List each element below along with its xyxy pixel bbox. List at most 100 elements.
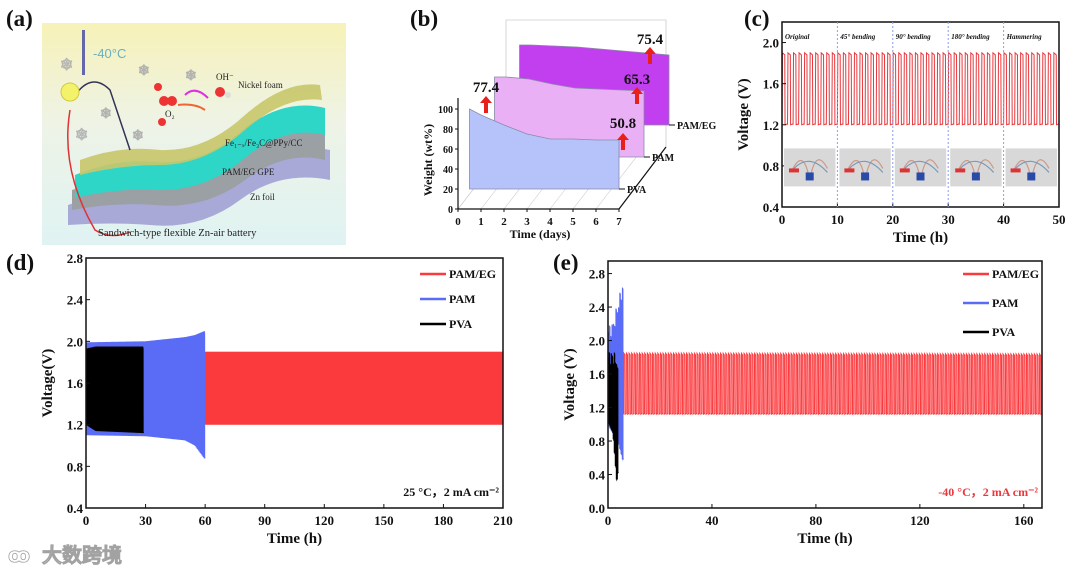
y-tick-label: 1.2: [589, 401, 605, 416]
o2-molecule: [159, 96, 169, 106]
y-tick-label: 2.4: [67, 293, 84, 308]
segment-label: Hammering: [1006, 33, 1043, 41]
x-tick-label: 20: [886, 212, 899, 227]
watermark-logo-icon: ꝏ: [8, 543, 30, 567]
red-clip-icon: [1010, 168, 1021, 173]
x-tick-label: 0: [83, 513, 90, 528]
x-axis-title: Time (h): [893, 230, 948, 246]
battery-icon: [861, 172, 870, 181]
wire-icon: [793, 160, 828, 173]
red-arrow-up-icon: [644, 47, 656, 64]
x-tick-label: 7: [616, 216, 622, 228]
reaction-arrow-icon: [184, 89, 209, 99]
y-tick-label: 1.2: [763, 118, 779, 133]
watermark-text: 大数跨境: [42, 543, 122, 567]
segment-label: 90° bending: [896, 33, 931, 41]
x-tick-label: 6: [593, 216, 599, 228]
plot-area: [782, 51, 1059, 126]
weight-loss-annotation: 65.3: [624, 72, 650, 88]
x-axis-title: Time (h): [267, 531, 322, 547]
x-tick-label: 30: [139, 513, 152, 528]
legend: PAM/EG PAM PVA: [963, 267, 1039, 339]
panel-label-b: (b): [410, 6, 438, 31]
legend-label: PVA: [449, 317, 472, 331]
photo-background: [894, 148, 947, 187]
chart-c-bending: 0 10 20 30 40 50 0.4 0.8 1.2 1.6 2.0 Time (h) Voltag…: [736, 21, 1066, 246]
photo-background: [839, 148, 891, 187]
y-tick-label: 1.6: [763, 77, 780, 92]
depth-axis-label: PAM: [652, 153, 675, 164]
y-axis-title: Voltage(V): [40, 349, 56, 418]
y-tick-label: 2.4: [589, 300, 606, 315]
series-line-pva: [608, 352, 619, 482]
snowflake-icon: ❄: [100, 106, 112, 122]
x-tick-label: 1: [478, 216, 484, 228]
red-arrow-up-icon: [617, 133, 629, 150]
battery-icon: [805, 172, 814, 181]
chart-b-weight: PAM/EG PAM PVA 0 1 2 3 4 5 6 7 0 20 40 60 80 100 Time (da…: [421, 19, 716, 241]
temperature-label: -40°C: [93, 46, 126, 61]
y-tick-label: 0.8: [589, 434, 606, 449]
y-tick-label: 1.6: [67, 376, 84, 391]
o2-molecule: [154, 83, 162, 91]
thermometer-icon: [82, 30, 85, 75]
legend-label: PAM: [992, 296, 1018, 310]
device-photo: [839, 148, 891, 187]
electrolyte-label: PAM/EG GPE: [222, 167, 275, 177]
x-tick-label: 210: [493, 513, 513, 528]
red-arrow-up-icon: [480, 96, 492, 113]
y-tick-label: 0.4: [589, 468, 606, 483]
depth-axis: [618, 146, 667, 210]
y-tick-label: 1.6: [589, 367, 606, 382]
legend-label: PAM: [449, 292, 475, 306]
x-tick-label: 4: [547, 216, 553, 228]
x-axis-title: Time (h): [797, 531, 852, 547]
snowflake-icon: ❄: [75, 125, 88, 144]
chart-e-low-temp: 0 40 80 120 160 0.0 0.4 0.8 1.2 1.6 2.0 2.4 2.8 Time …: [562, 260, 1043, 547]
photo-background: [784, 148, 836, 187]
legend: PAM/EG PAM PVA: [420, 267, 496, 331]
depth-axis-label: PAM/EG: [677, 121, 716, 132]
oh-molecule: [215, 87, 225, 97]
y-axis-title: Voltage (V): [562, 348, 578, 420]
cathode-label: Fe₁₋ₓ/Fe₃C@PPy/CC: [225, 138, 302, 148]
x-tick-label: 40: [997, 212, 1010, 227]
x-tick-label: 40: [705, 513, 718, 528]
x-tick-label: 120: [315, 513, 335, 528]
x-tick-label: 0: [779, 212, 786, 227]
y-tick-label: 2.0: [589, 334, 605, 349]
device-photo: [950, 148, 1002, 187]
battery-icon: [971, 172, 980, 181]
gpe-layer: [72, 130, 325, 210]
y-tick-label: 40: [443, 165, 453, 176]
red-clip-icon: [899, 168, 910, 173]
series-line-pam-eg: [204, 351, 503, 425]
y-tick-label: 60: [443, 145, 453, 156]
x-tick-label: 90: [258, 513, 271, 528]
cathode-layer: [75, 105, 325, 198]
oh-label: OH⁻: [216, 72, 234, 82]
oh-molecule: [225, 92, 231, 98]
legend-label: PAM/EG: [449, 267, 496, 281]
y-tick-label: 2.0: [763, 36, 779, 51]
condition-annotation: 25 °C，2 mA cm⁻²: [403, 485, 499, 499]
weight-loss-annotation: 75.4: [637, 32, 664, 48]
y-tick-label: 0: [448, 205, 453, 216]
light-bulb-icon: [60, 82, 80, 102]
x-tick-label: 160: [1014, 513, 1034, 528]
device-photo: [894, 148, 947, 187]
wire-icon: [959, 160, 995, 173]
battery-illustration: ❄ ❄ ❄ ❄ ❄ ❄ -40°C OH⁻ Nickel foam O₂ Fe₁…: [42, 23, 346, 245]
x-tick-label: 10: [831, 212, 844, 227]
y-tick-label: 2.8: [67, 251, 84, 266]
panel-label-e: (e): [553, 250, 579, 275]
panel-label-d: (d): [6, 250, 34, 275]
x-axis-title: Time (days): [510, 227, 571, 241]
weight-loss-annotation: 50.8: [610, 116, 636, 132]
reaction-arrow-icon: [177, 103, 206, 111]
watermark: ꝏ 大数跨境: [8, 543, 123, 568]
illustration-caption: Sandwich-type flexible Zn-air battery: [98, 228, 257, 239]
y-tick-label: 0.0: [589, 501, 605, 516]
